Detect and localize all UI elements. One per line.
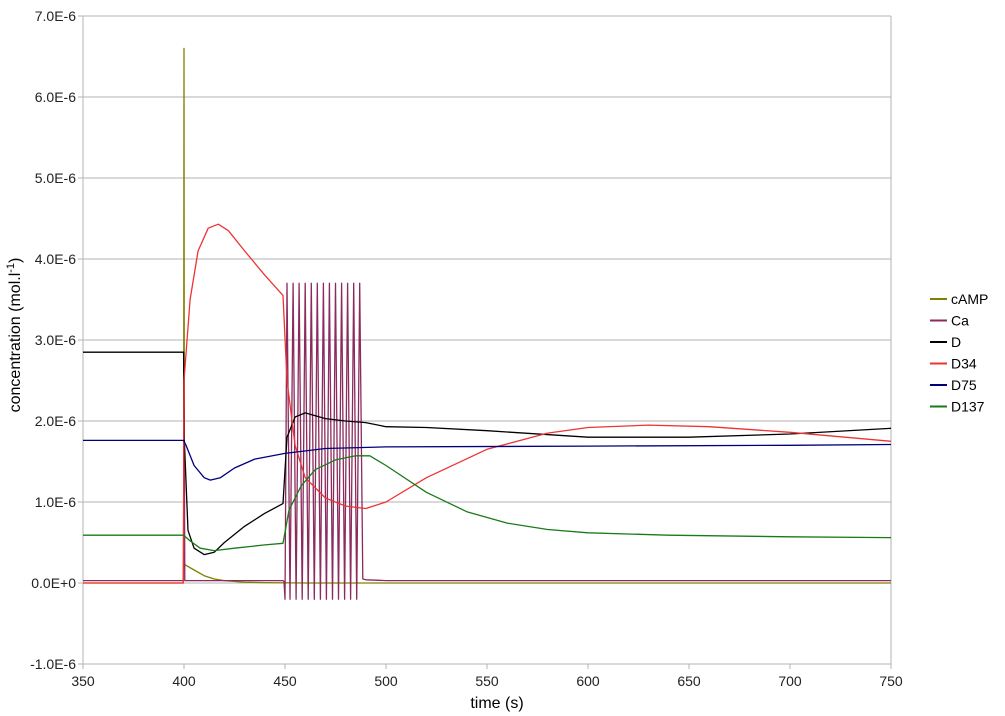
legend-label-d75: D75 [951,377,977,393]
series-line-ca [83,282,891,600]
y-tick-label: 5.0E-6 [35,170,76,186]
y-tick-label: 1.0E-6 [35,494,76,510]
x-tick-label: 650 [677,673,701,689]
y-axis-label-main: concentration (mol.l [7,273,24,413]
legend-label-d34: D34 [951,356,977,372]
x-tick-label: 550 [475,673,499,689]
series-line-d137 [83,455,892,552]
x-tick-label: 450 [273,673,297,689]
series-line-d34 [83,223,892,584]
x-tick-label: 750 [879,673,903,689]
y-axis-label-close: ) [7,258,24,263]
series-line-d75 [83,439,892,481]
x-tick-label: 500 [374,673,398,689]
legend-label-ca: Ca [951,313,969,329]
grid-lines [83,15,891,665]
y-tick-label: 0.0E+0 [31,575,76,591]
series-lines [83,47,892,600]
y-tick-label: 4.0E-6 [35,251,76,267]
x-tick-label: 600 [576,673,600,689]
y-tick-label: 7.0E-6 [35,8,76,24]
tick-labels: -1.0E-6 0.0E+0 1.0E-6 2.0E-6 3.0E-6 4.0E-6 5.0… [30,8,903,689]
x-axis-label: time (s) [470,695,523,712]
legend: cAMP Ca D D34 D75 D137 [930,291,988,415]
legend-label-d: D [951,334,961,350]
legend-label-camp: cAMP [951,291,988,307]
y-axis-label: concentration (mol.l-1) [5,258,24,413]
x-tick-label: 400 [172,673,196,689]
y-tick-label: 2.0E-6 [35,413,76,429]
series-line-camp [83,47,891,584]
legend-label-d137: D137 [951,399,985,415]
x-tick-label: 350 [71,673,95,689]
y-axis-label-superscript: -1 [5,263,17,273]
y-tick-label: 3.0E-6 [35,332,76,348]
y-tick-label: 6.0E-6 [35,89,76,105]
x-tick-label: 700 [778,673,802,689]
y-tick-label: -1.0E-6 [30,656,76,672]
series-line-d [83,351,892,556]
